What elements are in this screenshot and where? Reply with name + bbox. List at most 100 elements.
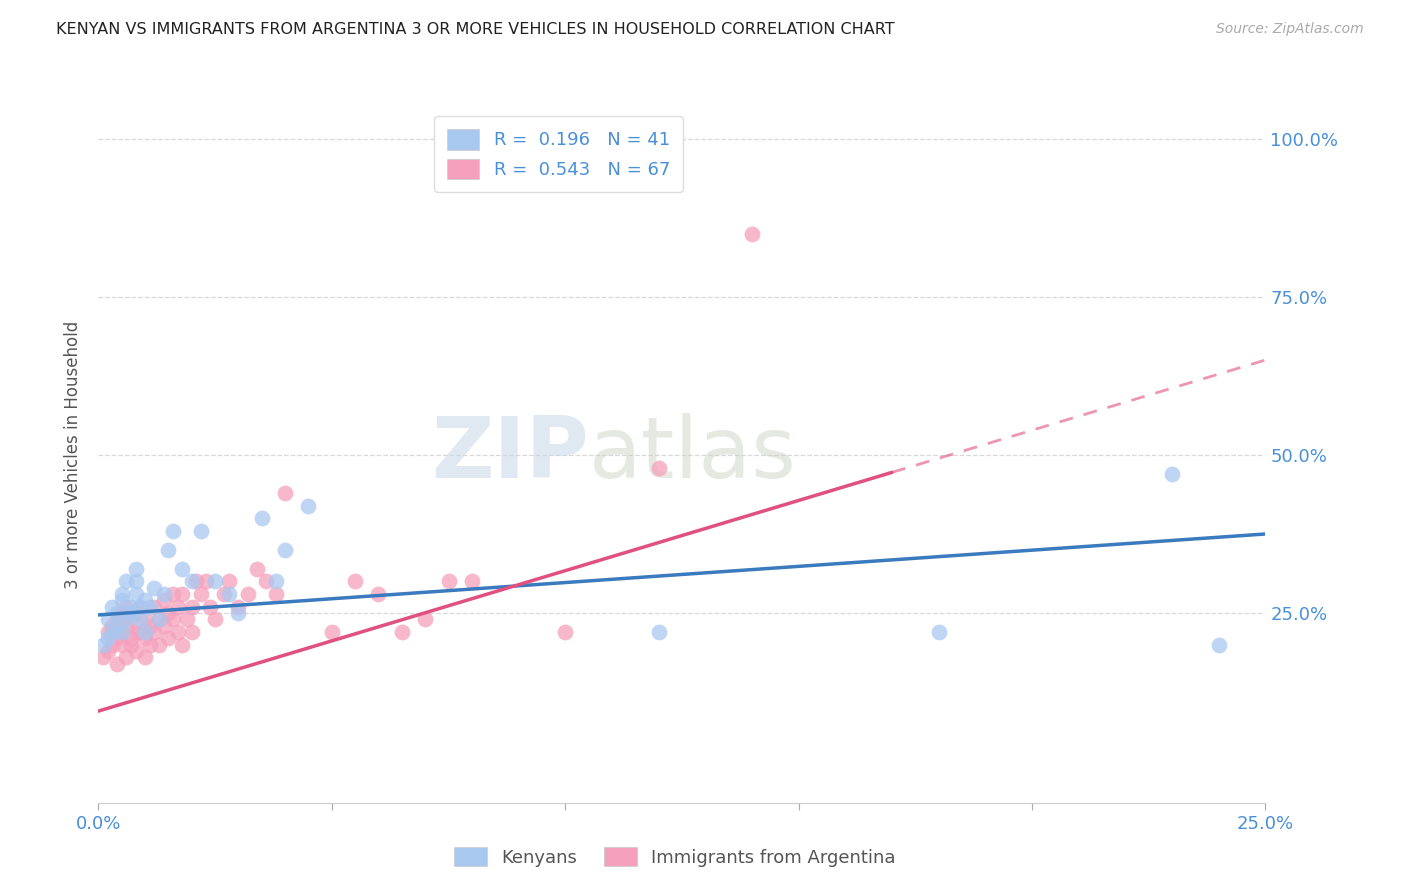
Point — [105, 657, 128, 671]
Point — [125, 587, 148, 601]
Point — [125, 644, 148, 658]
Point — [143, 581, 166, 595]
Point — [204, 574, 226, 589]
Point — [91, 638, 114, 652]
Point — [228, 606, 250, 620]
Text: ZIP: ZIP — [430, 413, 589, 497]
Point — [186, 574, 208, 589]
Point — [264, 587, 287, 601]
Point — [101, 618, 124, 632]
Point — [647, 625, 669, 640]
Point — [176, 612, 198, 626]
Y-axis label: 3 or more Vehicles in Household: 3 or more Vehicles in Household — [65, 321, 83, 589]
Point — [120, 599, 142, 614]
Point — [741, 227, 763, 241]
Point — [143, 625, 166, 640]
Point — [461, 574, 484, 589]
Point — [194, 574, 217, 589]
Point — [172, 587, 194, 601]
Point — [180, 599, 202, 614]
Point — [274, 542, 297, 557]
Point — [115, 612, 138, 626]
Point — [139, 638, 162, 652]
Text: KENYAN VS IMMIGRANTS FROM ARGENTINA 3 OR MORE VEHICLES IN HOUSEHOLD CORRELATION : KENYAN VS IMMIGRANTS FROM ARGENTINA 3 OR… — [56, 22, 894, 37]
Point — [148, 638, 170, 652]
Point — [437, 574, 460, 589]
Point — [152, 593, 174, 607]
Point — [172, 562, 194, 576]
Point — [115, 599, 138, 614]
Point — [129, 599, 152, 614]
Point — [139, 618, 162, 632]
Point — [120, 612, 142, 626]
Point — [180, 574, 202, 589]
Point — [157, 606, 180, 620]
Point — [105, 632, 128, 646]
Point — [120, 606, 142, 620]
Point — [120, 632, 142, 646]
Point — [125, 606, 148, 620]
Point — [105, 606, 128, 620]
Point — [166, 625, 188, 640]
Point — [111, 606, 134, 620]
Point — [111, 625, 134, 640]
Point — [204, 612, 226, 626]
Point — [928, 625, 950, 640]
Point — [105, 612, 128, 626]
Legend: R =  0.196   N = 41, R =  0.543   N = 67: R = 0.196 N = 41, R = 0.543 N = 67 — [434, 116, 683, 192]
Point — [97, 612, 120, 626]
Point — [162, 524, 184, 538]
Point — [97, 644, 120, 658]
Point — [101, 625, 124, 640]
Point — [264, 574, 287, 589]
Legend: Kenyans, Immigrants from Argentina: Kenyans, Immigrants from Argentina — [447, 840, 903, 874]
Point — [97, 632, 120, 646]
Point — [105, 618, 128, 632]
Text: Source: ZipAtlas.com: Source: ZipAtlas.com — [1216, 22, 1364, 37]
Point — [162, 587, 184, 601]
Point — [129, 599, 152, 614]
Point — [134, 625, 156, 640]
Point — [274, 486, 297, 500]
Point — [91, 650, 114, 665]
Point — [134, 632, 156, 646]
Point — [344, 574, 367, 589]
Point — [152, 618, 174, 632]
Point — [125, 574, 148, 589]
Point — [250, 511, 273, 525]
Point — [139, 599, 162, 614]
Point — [101, 599, 124, 614]
Point — [143, 599, 166, 614]
Point — [111, 593, 134, 607]
Point — [134, 612, 156, 626]
Point — [125, 562, 148, 576]
Point — [111, 638, 134, 652]
Point — [148, 612, 170, 626]
Point — [115, 618, 138, 632]
Point — [134, 593, 156, 607]
Point — [190, 587, 212, 601]
Point — [554, 625, 576, 640]
Point — [200, 599, 222, 614]
Point — [157, 632, 180, 646]
Point — [172, 638, 194, 652]
Point — [228, 599, 250, 614]
Point — [134, 650, 156, 665]
Point — [111, 587, 134, 601]
Point — [218, 587, 240, 601]
Point — [97, 625, 120, 640]
Point — [152, 587, 174, 601]
Point — [125, 625, 148, 640]
Point — [157, 542, 180, 557]
Point — [101, 638, 124, 652]
Point — [256, 574, 278, 589]
Point — [115, 574, 138, 589]
Point — [413, 612, 436, 626]
Point — [148, 612, 170, 626]
Point — [367, 587, 389, 601]
Point — [111, 625, 134, 640]
Point — [391, 625, 413, 640]
Point — [180, 625, 202, 640]
Point — [129, 612, 152, 626]
Point — [297, 499, 319, 513]
